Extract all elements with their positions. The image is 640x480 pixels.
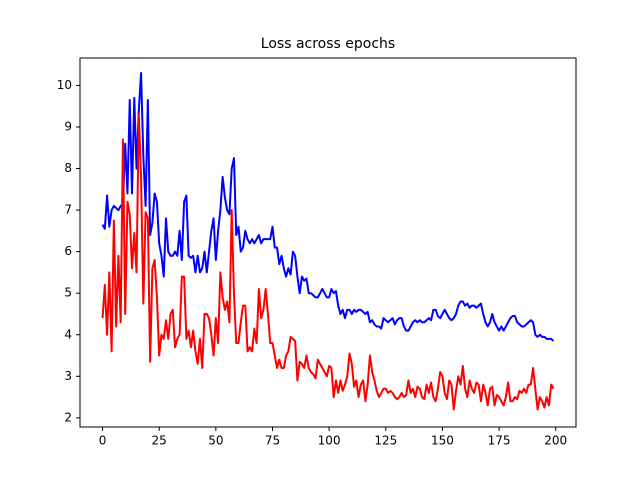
y-tick-label: 8 bbox=[64, 161, 72, 175]
y-tick-label: 6 bbox=[64, 244, 72, 258]
x-tick-label: 175 bbox=[488, 434, 511, 448]
y-tick-label: 7 bbox=[64, 203, 72, 217]
x-tick-label: 25 bbox=[152, 434, 167, 448]
x-tick-label: 50 bbox=[208, 434, 223, 448]
x-tick-label: 75 bbox=[265, 434, 280, 448]
y-tick-label: 2 bbox=[64, 410, 72, 424]
y-tick-label: 5 bbox=[64, 286, 72, 300]
chart-title: Loss across epochs bbox=[261, 36, 395, 52]
line-series bbox=[101, 71, 555, 342]
x-tick-label: 0 bbox=[99, 434, 107, 448]
plot-area bbox=[101, 71, 555, 411]
x-tick-label: 150 bbox=[431, 434, 454, 448]
y-tick-label: 4 bbox=[64, 327, 72, 341]
y-tick-label: 3 bbox=[64, 369, 72, 383]
x-tick-label: 100 bbox=[318, 434, 341, 448]
y-tick-label: 10 bbox=[57, 78, 72, 92]
x-tick-label: 125 bbox=[374, 434, 397, 448]
axes-frame bbox=[79, 57, 577, 428]
line-series bbox=[101, 113, 555, 411]
x-tick-label: 200 bbox=[544, 434, 567, 448]
y-tick-label: 9 bbox=[64, 119, 72, 133]
